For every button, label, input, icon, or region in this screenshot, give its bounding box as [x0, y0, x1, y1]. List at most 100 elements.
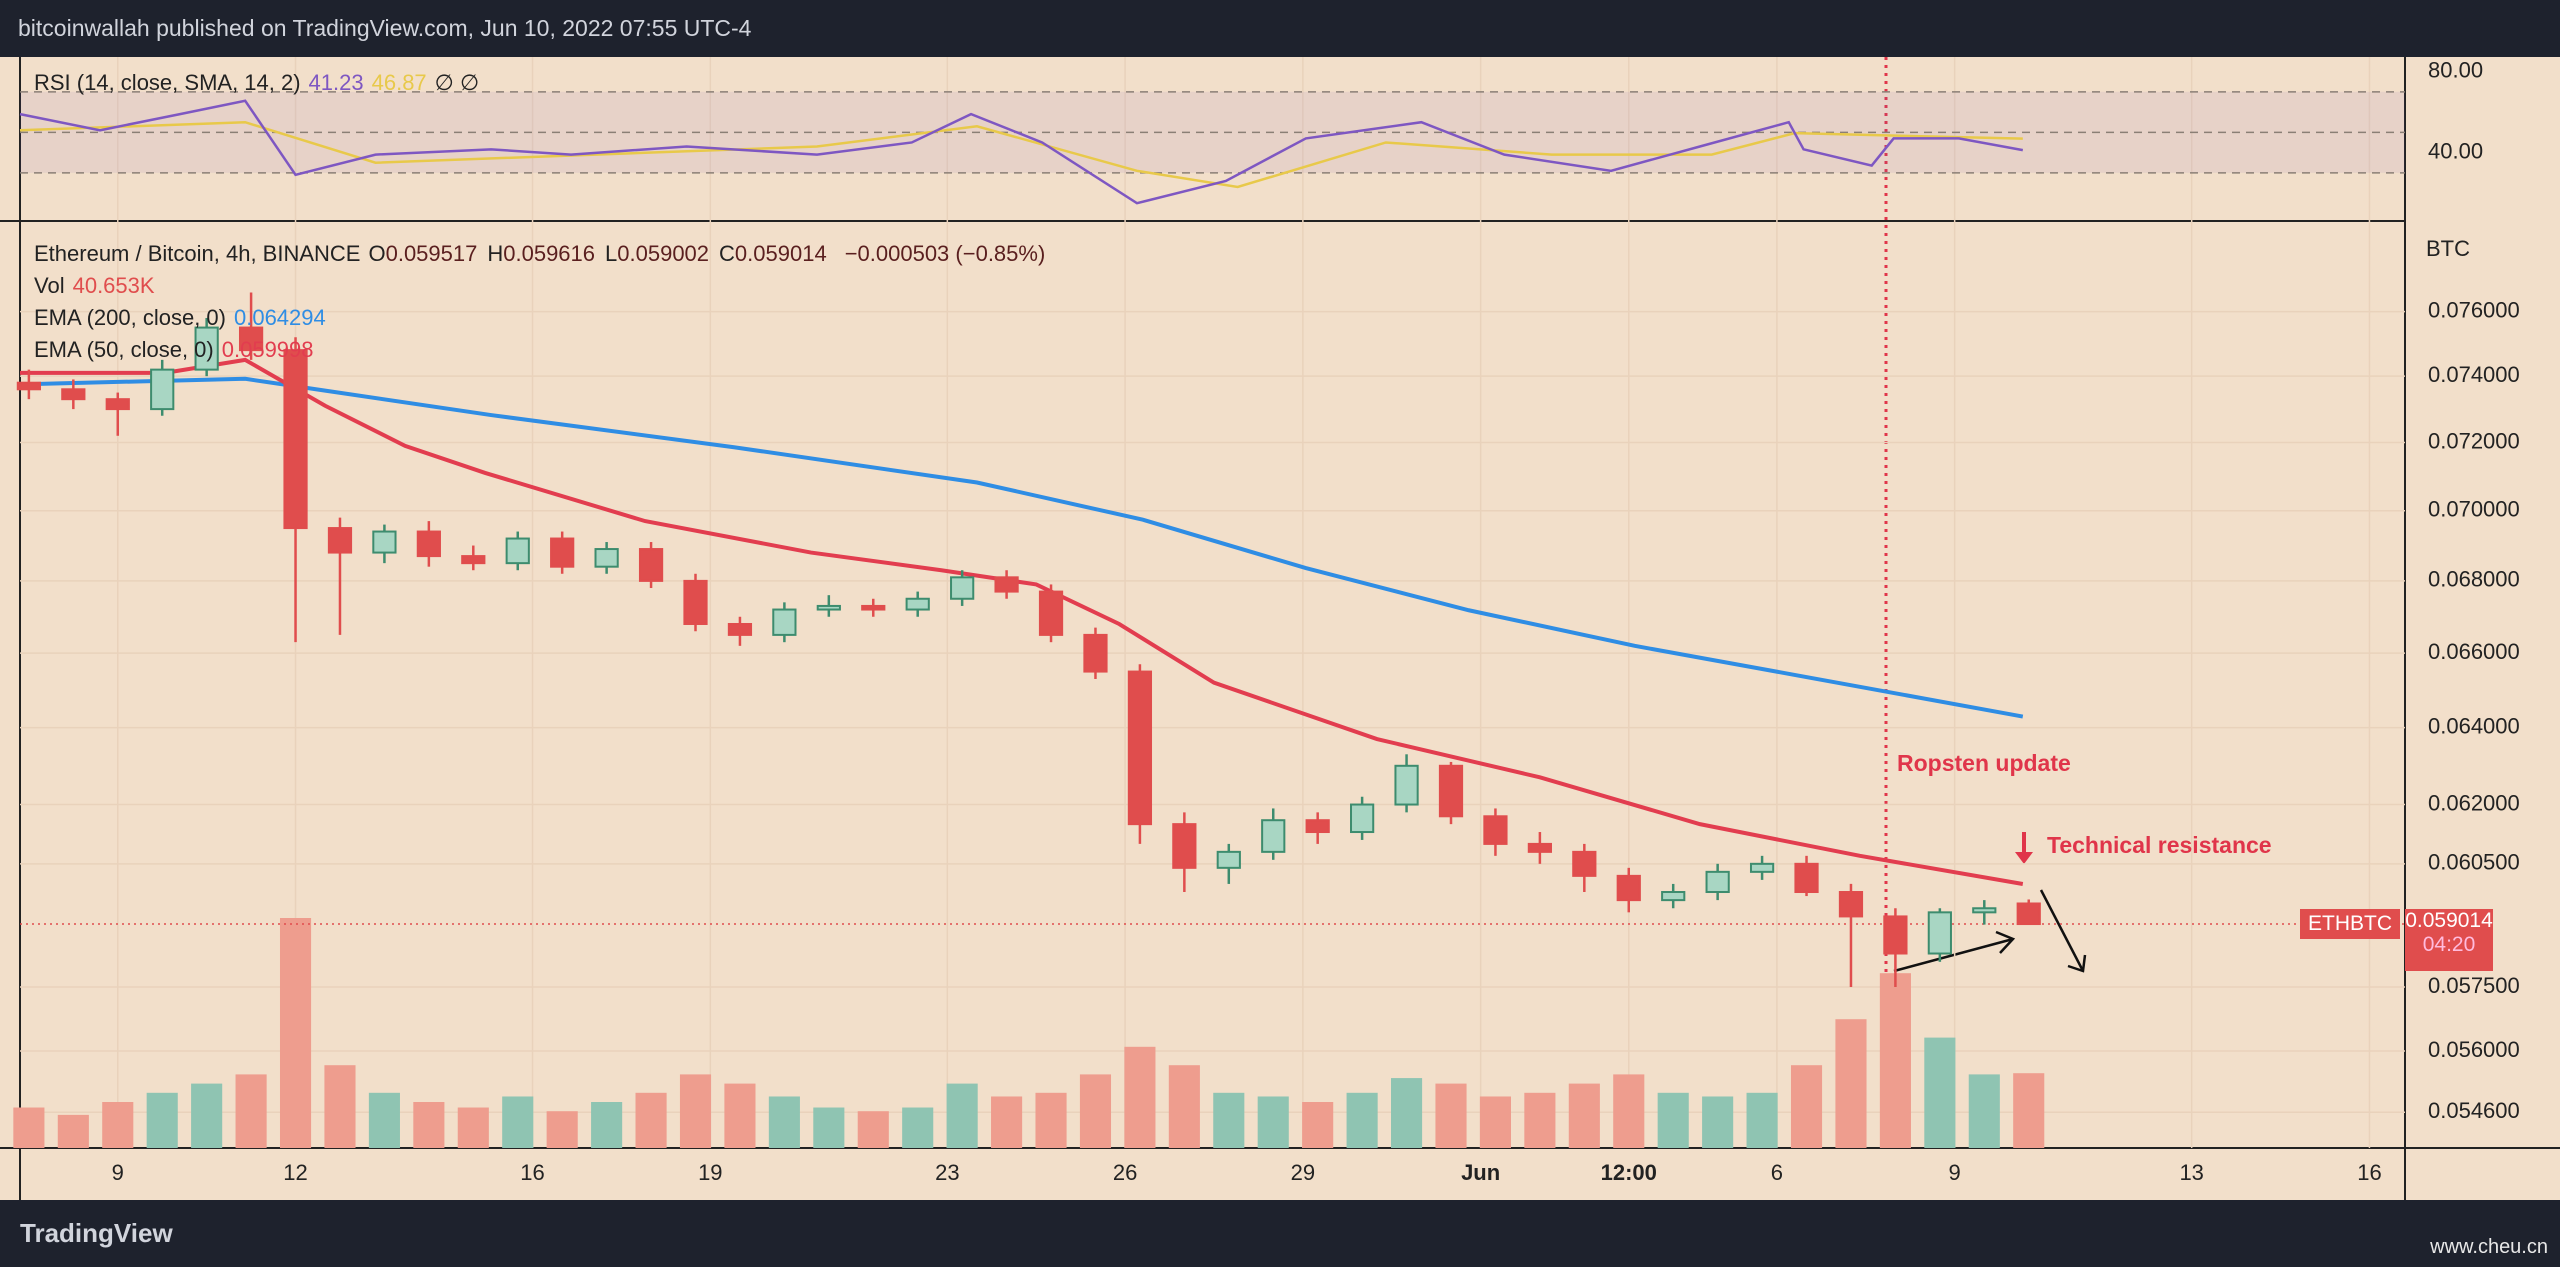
volume-bar [1613, 1074, 1645, 1148]
arrow-head [2067, 954, 2087, 973]
arrow [2039, 889, 2085, 972]
ema200-legend: EMA (200, close, 0) 0.064294 [34, 305, 334, 331]
x-tick-label: 19 [698, 1160, 722, 1185]
candle-body [1127, 670, 1153, 826]
rsi-tick-label: 80.00 [2428, 57, 2483, 82]
candle-body [1394, 764, 1419, 806]
volume-label: Vol [34, 273, 65, 298]
x-tick-label: Jun [1461, 1160, 1500, 1185]
candle-body [1172, 823, 1197, 869]
rsi-title: RSI (14, close, SMA, 14, 2) [34, 70, 301, 95]
x-tick-label: 16 [520, 1160, 544, 1185]
volume-bar [946, 1083, 978, 1148]
candle-body [638, 548, 664, 582]
y-tick-label: 0.066000 [2428, 639, 2520, 664]
volume-bar [146, 1092, 178, 1148]
candle-body [861, 604, 886, 611]
volume-bar [1968, 1074, 2000, 1148]
candle-body [1483, 815, 1508, 845]
volume-bar [1835, 1019, 1867, 1148]
volume-bar [1435, 1083, 1467, 1148]
rsi-line [19, 120, 2023, 189]
candle-body [816, 604, 841, 611]
candle-body [1705, 870, 1730, 894]
volume-bar [902, 1107, 934, 1148]
candle-body [238, 326, 264, 352]
y-tick-label: 0.057500 [2428, 973, 2520, 998]
candle-body [594, 548, 619, 568]
candle-body [994, 576, 1019, 593]
price-tag-symbol: ETHBTC [2300, 909, 2400, 940]
volume-bar [502, 1096, 534, 1148]
candle-body [61, 388, 86, 401]
brand: TradingView [20, 1218, 173, 1248]
candle-body [772, 608, 797, 636]
volume-bar [368, 1092, 400, 1148]
x-tick-label: 9 [112, 1160, 124, 1185]
watermark: www.cheu.cn [2430, 1236, 2548, 1258]
candle-body [1838, 891, 1864, 918]
resistance-arrow [2015, 832, 2033, 864]
x-tick-label: 16 [2357, 1160, 2381, 1185]
x-tick-label: 6 [1771, 1160, 1783, 1185]
candle-body [194, 326, 219, 371]
price-legend: Ethereum / Bitcoin, 4h, BINANCE O0.059517… [34, 241, 1053, 267]
volume-bar [1479, 1096, 1511, 1148]
ohlc-label: C [719, 241, 735, 266]
volume-bar [635, 1092, 667, 1148]
x-tick-label: 13 [2179, 1160, 2203, 1185]
volume-bar [1257, 1096, 1289, 1148]
y-tick-label: 0.060500 [2428, 850, 2520, 875]
candle-body [461, 555, 486, 565]
ema200-value: 0.064294 [233, 305, 326, 330]
candle-body [1883, 915, 1908, 955]
ema200-name: EMA (200, close, 0) [34, 305, 226, 330]
footer: TradingView www.cheu.cn [0, 1200, 2560, 1267]
volume-bar [991, 1096, 1023, 1148]
x-tick-label: 12 [283, 1160, 307, 1185]
annotation: Ropsten update [1897, 750, 2071, 776]
line [19, 376, 2024, 719]
y-tick-label: 0.068000 [2428, 567, 2520, 592]
candle-body [372, 530, 397, 554]
volume-bar [546, 1111, 578, 1148]
x-tick-label: 29 [1291, 1160, 1315, 1185]
volume-bar [1568, 1083, 1600, 1148]
volume-bar [1391, 1078, 1423, 1148]
volume-bar [1168, 1065, 1200, 1148]
volume-bar [1746, 1092, 1778, 1148]
volume-bar [1079, 1074, 1112, 1148]
candle-body [16, 381, 41, 391]
x-tick-label: 9 [1949, 1160, 1961, 1185]
grid [20, 57, 2405, 1148]
rsi-sma-value: 46.87 [371, 70, 427, 95]
volume-bar [768, 1096, 800, 1148]
candle-body [1972, 907, 1997, 914]
candle-body [1350, 803, 1375, 834]
arrow-head [2015, 852, 2033, 864]
ohlc-label: H [487, 241, 504, 266]
volume-bar [457, 1107, 489, 1148]
ema50-legend: EMA (50, close, 0) 0.059998 [34, 337, 322, 363]
price-tag: 0.059014 04:20 [2405, 909, 2493, 972]
ohlc-value: 0.059014 [734, 241, 827, 266]
candle-body [1572, 850, 1597, 877]
arrow-head [1995, 930, 2016, 954]
volume-value: 40.653K [72, 273, 155, 298]
y-tick-label: 0.070000 [2428, 497, 2520, 522]
rsi-value: 41.23 [308, 70, 364, 95]
candle-body [105, 398, 130, 411]
axis-unit: BTC [2426, 236, 2470, 261]
change: −0.000503 (−0.85%) [844, 241, 1046, 266]
x-tick-label: 12:00 [1601, 1160, 1657, 1185]
y-tick-label: 0.056000 [2428, 1037, 2520, 1062]
volume-bar [1035, 1092, 1067, 1148]
volume-bar [813, 1107, 845, 1148]
volume-bar [102, 1102, 134, 1148]
background [0, 57, 2560, 1200]
ema50-name: EMA (50, close, 0) [34, 337, 214, 362]
annotation: Technical resistance [2047, 832, 2272, 858]
volume-bar [1702, 1096, 1734, 1148]
rsi-tick-label: 40.00 [2428, 138, 2483, 163]
